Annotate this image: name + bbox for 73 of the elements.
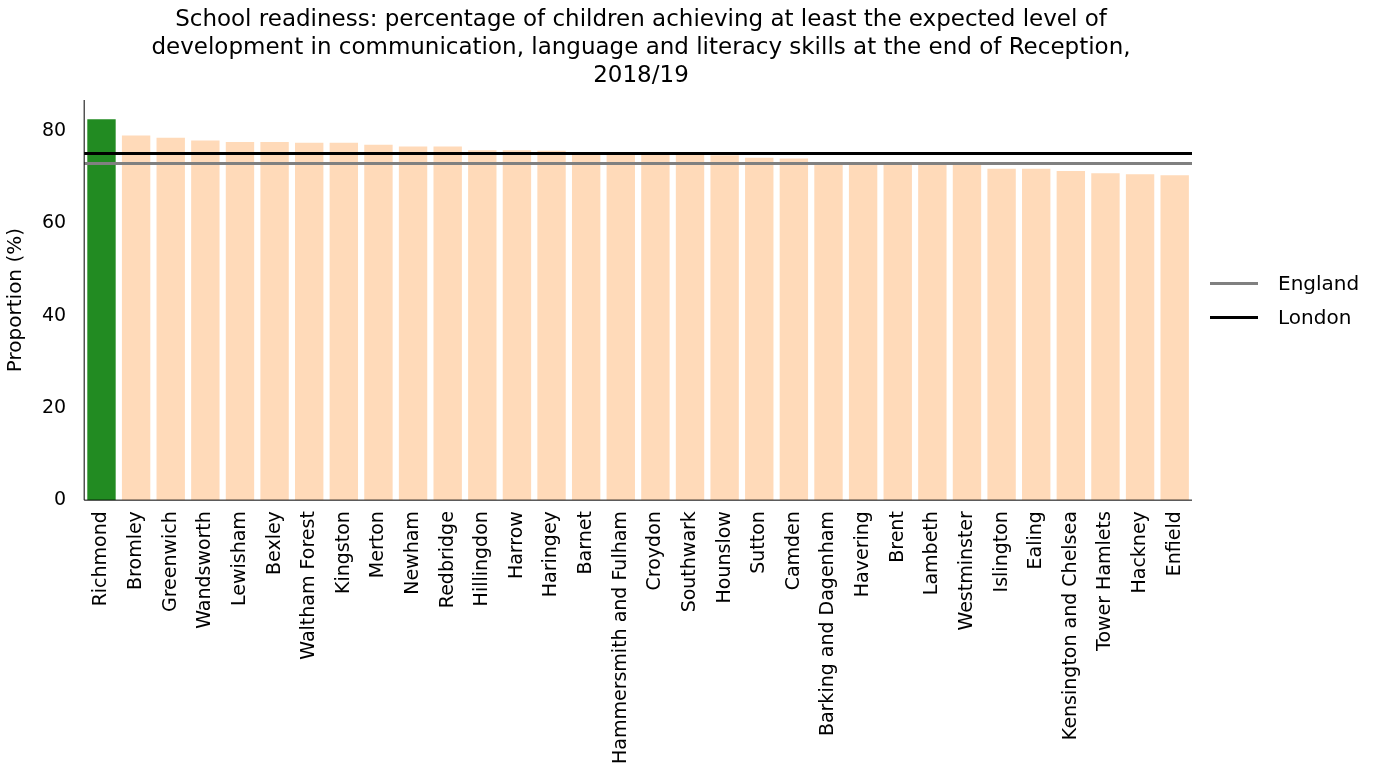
x-tick-label: Camden xyxy=(780,511,803,591)
x-tick-label: Croydon xyxy=(642,511,665,591)
x-tick-label: Tower Hamlets xyxy=(1092,511,1115,652)
bar xyxy=(745,157,774,501)
x-tick-label: Kingston xyxy=(330,511,353,595)
bar xyxy=(433,146,462,501)
bar xyxy=(502,150,532,501)
x-tick-label: Ealing xyxy=(1023,511,1046,570)
bar xyxy=(883,164,912,501)
x-tick-label: Havering xyxy=(850,511,873,598)
x-tick-label: Harrow xyxy=(503,511,526,580)
bar xyxy=(121,135,151,501)
x-tick-label: Hillingdon xyxy=(469,511,492,607)
x-tick-label: Sutton xyxy=(746,511,769,574)
bar xyxy=(191,140,220,501)
bar xyxy=(848,164,878,501)
legend-label: England xyxy=(1278,271,1360,296)
y-tick-label: 40 xyxy=(41,302,67,325)
x-tick-label: Islington xyxy=(988,511,1011,593)
legend-label: London xyxy=(1278,305,1352,330)
y-tick-label: 60 xyxy=(41,210,67,233)
x-tick-label: Barking and Dagenham xyxy=(815,511,838,737)
bar xyxy=(641,154,670,501)
x-tick-label: Bromley xyxy=(123,511,146,590)
bar xyxy=(1160,175,1189,501)
x-tick-label: Lewisham xyxy=(226,511,249,607)
bar xyxy=(814,164,843,501)
y-tick-label: 80 xyxy=(41,118,67,141)
bar xyxy=(1056,170,1086,501)
bar xyxy=(779,158,809,501)
y-axis-title: Proportion (%) xyxy=(2,227,27,373)
bar xyxy=(537,150,566,501)
x-tick-label: Haringey xyxy=(538,511,561,598)
x-tick-label: Merton xyxy=(365,511,388,579)
x-tick-label: Barnet xyxy=(573,511,596,575)
bar xyxy=(260,141,289,501)
x-tick-label: Hammersmith and Fulham xyxy=(607,511,630,765)
bar xyxy=(468,150,497,501)
bar xyxy=(225,141,255,501)
x-tick-label: Richmond xyxy=(88,511,111,607)
bar xyxy=(1125,174,1155,501)
bar xyxy=(295,142,324,501)
y-tick-label: 20 xyxy=(41,394,67,417)
chart-title: School readiness: percentage of children achieving at least the expected level of development in communication, language and literacy skills at the end of Reception, 2018/19 xyxy=(150,4,1132,88)
x-tick-label: Hounslow xyxy=(711,511,734,604)
x-tick-label: Kensington and Chelsea xyxy=(1057,511,1080,741)
bar xyxy=(987,168,1016,501)
x-tick-label: Newham xyxy=(400,511,422,595)
x-tick-label: Bexley xyxy=(261,511,284,576)
bar xyxy=(156,137,185,501)
bar xyxy=(329,142,359,501)
x-tick-label: Waltham Forest xyxy=(296,511,319,660)
y-tick-label: 0 xyxy=(54,487,67,510)
bar xyxy=(364,144,393,501)
bar xyxy=(675,154,705,501)
bar xyxy=(918,164,947,501)
bar xyxy=(87,119,116,501)
x-tick-label: Brent xyxy=(884,511,907,563)
x-tick-label: Westminster xyxy=(953,510,976,631)
x-tick-label: Greenwich xyxy=(157,511,180,613)
x-tick-label: Redbridge xyxy=(434,511,457,609)
x-tick-label: Wandsworth xyxy=(192,511,215,629)
x-tick-label: Lambeth xyxy=(919,511,942,596)
bar xyxy=(398,146,428,501)
x-tick-label: Hackney xyxy=(1127,511,1150,594)
bar xyxy=(1091,173,1120,501)
bar xyxy=(571,154,601,501)
x-tick-label: Southwark xyxy=(676,511,699,613)
bar xyxy=(1022,168,1051,501)
x-tick-label: Enfield xyxy=(1161,511,1184,577)
bar xyxy=(952,164,982,501)
bar xyxy=(710,155,739,501)
bar xyxy=(606,154,635,501)
